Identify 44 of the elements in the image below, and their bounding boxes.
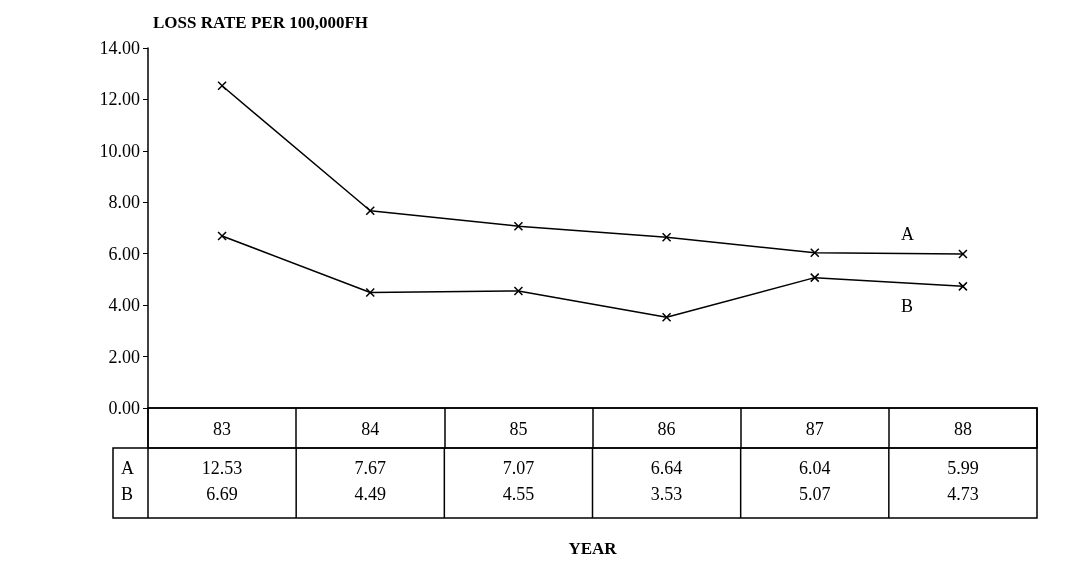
point bbox=[661, 312, 672, 322]
x-tick-label: 83 bbox=[213, 419, 232, 439]
point bbox=[217, 231, 227, 241]
data-label: 5.07 bbox=[799, 484, 831, 504]
y-tick-label: 4.00 bbox=[108, 295, 140, 316]
point bbox=[365, 287, 375, 298]
y-tick-label: 14.00 bbox=[99, 38, 140, 58]
y-tick-label: 0.00 bbox=[108, 398, 140, 418]
data-label: 6.69 bbox=[206, 484, 238, 504]
point bbox=[513, 286, 524, 296]
data-label: 4.49 bbox=[354, 484, 386, 504]
point bbox=[810, 272, 820, 283]
point bbox=[958, 249, 968, 259]
point bbox=[513, 221, 524, 231]
text: YEAR bbox=[568, 538, 618, 558]
data-label: 5.99 bbox=[947, 458, 979, 478]
data-label: 12.53 bbox=[201, 458, 243, 478]
y-tick-label: 6.00 bbox=[108, 243, 140, 264]
series-label: B bbox=[900, 296, 913, 317]
text: B bbox=[121, 484, 134, 504]
x-tick-label: 88 bbox=[953, 419, 972, 439]
data-label: 6.64 bbox=[650, 458, 683, 478]
data-label: 7.67 bbox=[354, 458, 386, 478]
point bbox=[810, 247, 820, 258]
text: A bbox=[121, 458, 134, 478]
point bbox=[365, 206, 375, 216]
data-label: 7.07 bbox=[502, 458, 535, 478]
data-label: 6.04 bbox=[799, 458, 831, 478]
point bbox=[217, 81, 227, 91]
x-tick-label: 84 bbox=[361, 419, 380, 439]
y-tick-label: 12.00 bbox=[99, 89, 140, 110]
point bbox=[958, 281, 968, 292]
y-tick-label: 8.00 bbox=[108, 192, 140, 213]
data-label: 3.53 bbox=[650, 484, 683, 504]
series-label: A bbox=[900, 223, 914, 244]
x-tick-label: 85 bbox=[509, 419, 528, 439]
x-tick-label: 87 bbox=[805, 419, 824, 439]
y-axis-title: LOSS RATE PER 100,000FH bbox=[153, 13, 369, 32]
x-tick-label: 86 bbox=[657, 419, 676, 439]
y-tick-label: 2.00 bbox=[108, 346, 140, 367]
point bbox=[661, 232, 672, 243]
y-tick-label: 10.00 bbox=[99, 140, 140, 161]
data-label: 4.55 bbox=[502, 484, 535, 504]
data-label: 4.73 bbox=[947, 484, 979, 504]
